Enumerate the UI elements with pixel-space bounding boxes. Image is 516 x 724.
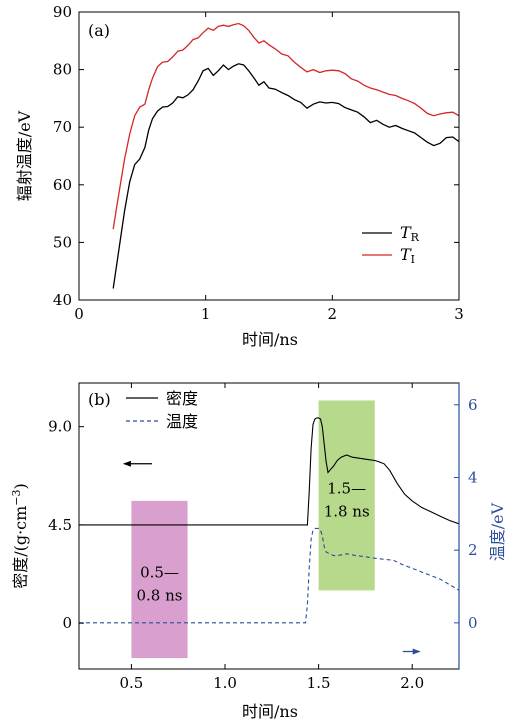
y-tick-label: 70 (53, 118, 72, 136)
y-tick-label: 60 (53, 176, 72, 194)
x-tick-label: 0 (74, 305, 84, 323)
panel-a: 0 1 2 3 40 50 60 70 80 90 (a) 时间/ns 辐射温度/eV TR TI (15, 3, 464, 349)
panel-b-shaded-regions: 0.5— 0.8 ns 1.5— 1.8 ns (131, 400, 375, 659)
shaded-region-label-line2: 0.8 ns (137, 586, 183, 604)
panel-a-ticks: 0 1 2 3 40 50 60 70 80 90 (53, 3, 464, 323)
x-tick-label: 0.5 (119, 674, 143, 692)
legend-label-ti: TI (400, 245, 415, 266)
panel-b-right-y-axis-label: 温度/eV (488, 502, 507, 561)
panel-b: 0.5— 0.8 ns 1.5— 1.8 ns 0.5 1.0 1.5 2.0 0 4.5 9.0… (10, 382, 507, 721)
panel-a-x-axis-label: 时间/ns (242, 330, 298, 349)
x-tick-label: 1.5 (307, 674, 331, 692)
series-line-temperature (79, 527, 460, 624)
legend-label-tr: TR (400, 223, 420, 244)
panel-b-legend: 密度 温度 (126, 389, 198, 431)
shaded-region-1 (131, 500, 188, 659)
panel-a-label: (a) (88, 21, 110, 40)
y-tick-label-left: 0 (62, 614, 72, 632)
y-tick-label: 90 (53, 3, 72, 21)
y-tick-label: 80 (53, 61, 72, 79)
shaded-region-label-line1: 1.5— (327, 479, 366, 497)
panel-b-arrows (122, 460, 421, 655)
series-line-ti (112, 22, 460, 230)
x-tick-label: 1.0 (213, 674, 237, 692)
panel-a-frame (78, 11, 460, 301)
panel-b-ticks: 0.5 1.0 1.5 2.0 0 4.5 9.0 0 2 4 6 (48, 383, 478, 692)
panel-b-label: (b) (88, 390, 111, 409)
x-tick-label: 3 (454, 305, 464, 323)
y-tick-label-right: 4 (468, 468, 478, 486)
shaded-region-2 (318, 400, 375, 591)
panel-a-legend: TR TI (362, 223, 420, 266)
y-tick-label-right: 0 (468, 614, 478, 632)
legend-label-density: 密度 (166, 389, 198, 408)
shaded-region-label-line1: 0.5— (140, 563, 179, 581)
x-tick-label: 1 (201, 305, 211, 323)
series-line-tr (112, 63, 460, 289)
x-tick-label: 2.0 (400, 674, 424, 692)
y-tick-label-right: 6 (468, 396, 478, 414)
y-tick-label: 40 (53, 291, 72, 309)
legend-label-temperature: 温度 (166, 412, 198, 431)
y-tick-label-right: 2 (468, 541, 478, 559)
x-tick-label: 2 (328, 305, 338, 323)
panel-a-plot-area (112, 22, 460, 289)
y-tick-label: 50 (53, 233, 72, 251)
shaded-region-label-line2: 1.8 ns (324, 502, 370, 520)
panel-a-y-axis-label: 辐射温度/eV (15, 110, 34, 201)
y-tick-label-left: 4.5 (48, 516, 72, 534)
panel-b-x-axis-label: 时间/ns (242, 702, 298, 721)
y-tick-label-left: 9.0 (48, 418, 72, 436)
panel-b-left-y-axis-label: 密度/(g·cm−3) (10, 483, 30, 589)
panel-b-plot-area (79, 417, 460, 624)
series-line-density (79, 417, 460, 526)
